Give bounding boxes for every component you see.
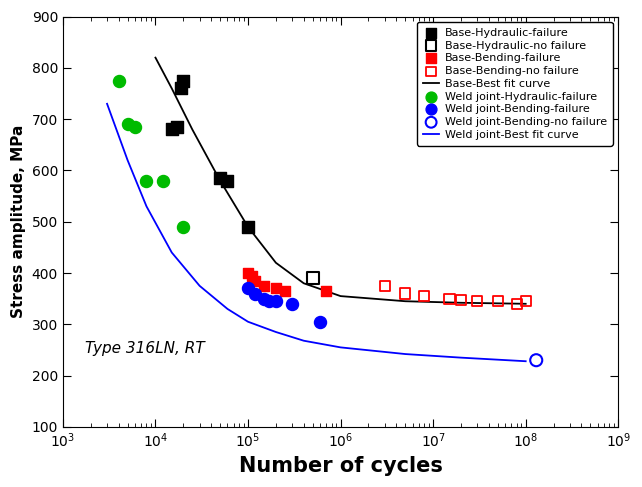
Weld joint-Bending-no failure bbox=[531, 356, 541, 364]
Base-Best fit curve bbox=[244, 224, 252, 230]
Weld joint-Best fit curve bbox=[522, 358, 530, 364]
Weld joint-Best fit curve bbox=[336, 344, 344, 350]
Base-Bending-failure bbox=[250, 277, 261, 284]
Base-Bending-no failure bbox=[379, 282, 390, 290]
Base-Bending-failure bbox=[259, 282, 270, 290]
Base-Hydraulic-failure bbox=[243, 223, 253, 231]
Base-Hydraulic-failure bbox=[215, 174, 225, 182]
Base-Best fit curve bbox=[300, 281, 308, 286]
Base-Best fit curve bbox=[168, 86, 176, 92]
Base-Best fit curve bbox=[272, 260, 280, 266]
Weld joint-Best fit curve bbox=[401, 351, 409, 357]
Text: Type 316LN, RT: Type 316LN, RT bbox=[85, 341, 205, 356]
Weld joint-Best fit curve bbox=[196, 283, 204, 289]
Weld joint-Hydraulic-failure bbox=[130, 123, 140, 131]
Weld joint-Bending-failure bbox=[315, 318, 325, 326]
Weld joint-Bending-failure bbox=[271, 298, 281, 305]
Base-Bending-no failure bbox=[456, 296, 466, 303]
Line: Base-Best fit curve: Base-Best fit curve bbox=[155, 57, 526, 304]
Weld joint-Bending-failure bbox=[265, 298, 275, 305]
Base-Best fit curve bbox=[457, 300, 465, 306]
Weld joint-Hydraulic-failure bbox=[123, 120, 133, 128]
Base-Bending-no failure bbox=[521, 298, 531, 305]
Base-Bending-no failure bbox=[400, 290, 410, 298]
Y-axis label: Stress amplitude, MPa: Stress amplitude, MPa bbox=[11, 125, 26, 318]
Weld joint-Best fit curve bbox=[143, 204, 150, 209]
Base-Hydraulic-failure bbox=[176, 85, 186, 93]
Base-Bending-failure bbox=[321, 287, 331, 295]
Weld joint-Best fit curve bbox=[457, 355, 465, 360]
Base-Hydraulic-failure bbox=[167, 126, 177, 133]
Weld joint-Hydraulic-failure bbox=[141, 177, 152, 185]
Weld joint-Best fit curve bbox=[272, 329, 280, 335]
Weld joint-Best fit curve bbox=[168, 250, 176, 256]
Base-Best fit curve bbox=[522, 301, 530, 307]
Weld joint-Hydraulic-failure bbox=[178, 223, 189, 231]
Base-Hydraulic-failure bbox=[171, 123, 182, 131]
Weld joint-Hydraulic-failure bbox=[114, 77, 124, 85]
Base-Bending-no failure bbox=[512, 300, 522, 308]
Base-Hydraulic-failure bbox=[222, 177, 232, 185]
Base-Hydraulic-failure bbox=[178, 77, 189, 85]
Base-Bending-failure bbox=[247, 272, 257, 280]
Base-Bending-failure bbox=[280, 287, 290, 295]
Weld joint-Bending-failure bbox=[259, 295, 270, 302]
Base-Best fit curve bbox=[401, 299, 409, 304]
Base-Bending-failure bbox=[271, 284, 281, 292]
Base-Bending-failure bbox=[243, 269, 253, 277]
Base-Bending-no failure bbox=[444, 295, 455, 302]
Line: Weld joint-Best fit curve: Weld joint-Best fit curve bbox=[107, 104, 526, 361]
Weld joint-Hydraulic-failure bbox=[158, 177, 168, 185]
Base-Best fit curve bbox=[336, 293, 344, 299]
Weld joint-Bending-failure bbox=[250, 290, 261, 298]
Weld joint-Best fit curve bbox=[300, 338, 308, 344]
Base-Best fit curve bbox=[152, 55, 159, 60]
Weld joint-Best fit curve bbox=[103, 101, 111, 107]
Base-Hydraulic-no failure bbox=[308, 274, 318, 282]
Base-Bending-no failure bbox=[419, 292, 429, 300]
X-axis label: Number of cycles: Number of cycles bbox=[239, 456, 442, 476]
Base-Best fit curve bbox=[216, 178, 224, 184]
Weld joint-Best fit curve bbox=[244, 319, 252, 325]
Weld joint-Bending-failure bbox=[243, 284, 253, 292]
Base-Best fit curve bbox=[189, 127, 196, 132]
Base-Bending-no failure bbox=[492, 298, 503, 305]
Base-Bending-no failure bbox=[472, 298, 482, 305]
Weld joint-Best fit curve bbox=[223, 306, 231, 312]
Weld joint-Bending-failure bbox=[287, 300, 297, 308]
Legend: Base-Hydraulic-failure, Base-Hydraulic-no failure, Base-Bending-failure, Base-Be: Base-Hydraulic-failure, Base-Hydraulic-n… bbox=[417, 22, 612, 146]
Weld joint-Best fit curve bbox=[124, 157, 132, 163]
